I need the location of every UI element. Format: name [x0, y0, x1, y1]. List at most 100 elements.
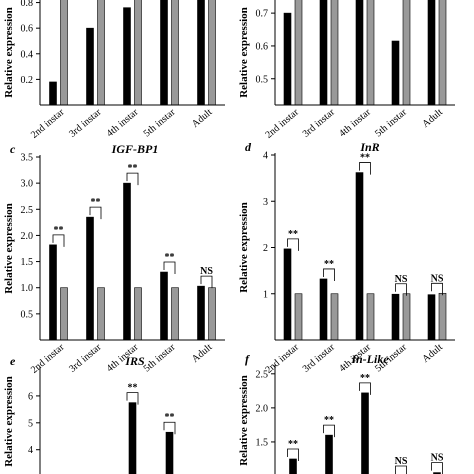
y-axis-label: Relative expression [238, 7, 250, 98]
bar [123, 7, 131, 105]
bar [391, 293, 400, 340]
y-axis-label: Relative expression [238, 375, 250, 466]
x-tick-label: Adult [420, 342, 445, 365]
bar [283, 12, 292, 105]
x-tick-label: 2nd instar [263, 106, 301, 140]
significance-bracket [163, 261, 176, 275]
significance-bracket [287, 238, 299, 251]
bar [438, 292, 447, 340]
bar [165, 431, 174, 474]
bar [330, 293, 339, 340]
y-tick-label: 4 [263, 151, 268, 162]
bar [366, 0, 375, 105]
panel-title: InR [359, 140, 379, 154]
y-tick-label: 6 [28, 391, 33, 402]
bar [391, 40, 400, 105]
panel: 4 5 6 Relative expression e IRS ** ** [3, 354, 176, 474]
x-tick-label: 5th instar [142, 106, 178, 139]
significance-bracket [89, 206, 102, 220]
y-tick-label: 0.5 [21, 309, 34, 320]
y-tick-label: 0.6 [256, 41, 269, 52]
y-tick-label: 2.0 [256, 403, 269, 414]
y-tick-label: 2 [263, 243, 268, 254]
x-tick-label: 4th instar [105, 106, 141, 139]
significance-bracket [52, 234, 65, 247]
significance-label: NS [395, 456, 408, 467]
y-tick-label: 0.6 [21, 24, 34, 35]
panel-letter: d [245, 140, 252, 154]
bar [330, 0, 339, 105]
y-tick-label: 0.8 [21, 0, 34, 9]
y-tick-label: 1.5 [21, 257, 34, 268]
significance-label: ** [324, 415, 334, 426]
bar [49, 81, 57, 105]
plot-area [49, 182, 216, 340]
y-tick-label: 3.5 [21, 153, 34, 164]
y-tick-label: 2.0 [21, 231, 34, 242]
bar [366, 293, 375, 340]
y-tick-label: 3.0 [21, 179, 34, 190]
bar [97, 0, 105, 105]
panel-letter: f [245, 352, 250, 366]
bar [294, 0, 303, 105]
y-tick-label: 2.5 [21, 205, 34, 216]
x-tick-label: 5th instar [142, 341, 178, 374]
bar [319, 0, 328, 105]
bar [427, 294, 436, 340]
x-tick-label: 5th instar [373, 106, 409, 139]
significance-bracket [126, 392, 139, 405]
plot-area [128, 402, 174, 474]
y-tick-label: 1.0 [21, 283, 34, 294]
significance-bracket [359, 162, 371, 175]
y-tick-label: 1.5 [256, 437, 269, 448]
significance-label: ** [288, 229, 298, 240]
x-tick-label: 3rd instar [301, 341, 338, 374]
bar [123, 182, 131, 340]
significance-label: NS [395, 274, 408, 285]
significance-bracket [395, 465, 407, 474]
x-tick-label: 2nd instar [29, 106, 67, 140]
significance-bracket [431, 282, 443, 296]
significance-label: NS [200, 266, 213, 277]
x-tick-label: Adult [190, 342, 215, 365]
bar [171, 287, 179, 340]
significance-bracket [163, 421, 176, 435]
y-tick-label: 1 [263, 289, 268, 300]
x-tick-label: 3rd instar [67, 106, 104, 139]
bar [160, 271, 168, 340]
x-tick-label: 3rd instar [301, 106, 338, 139]
x-tick-label: 3rd instar [67, 341, 104, 374]
bar [355, 172, 364, 340]
bar [294, 293, 303, 340]
bar [427, 0, 436, 105]
y-axis-label: Relative expression [3, 376, 15, 467]
significance-label: ** [165, 252, 175, 263]
significance-label: NS [431, 453, 444, 464]
plot-area [283, 172, 447, 340]
significance-label: ** [360, 153, 370, 164]
y-tick-label: 0.4 [21, 49, 34, 60]
x-tick-label: 2nd instar [263, 341, 301, 375]
bar [208, 0, 216, 105]
bar [97, 287, 105, 340]
plot-area [49, 0, 216, 105]
bar [283, 248, 292, 340]
panel: 0.5 0.6 0.7 Relative expression 2nd instar 3r… [238, 0, 455, 141]
y-tick-label: 5 [28, 418, 33, 429]
bar [325, 434, 333, 474]
bar [208, 287, 216, 340]
significance-bracket [359, 382, 371, 395]
panel: 1 2 3 4 Relative expression d InR 2nd instar ** 3… [238, 140, 455, 376]
bar [60, 287, 68, 340]
panel-letter: c [10, 142, 16, 156]
panel-title: IGF-BP1 [111, 142, 159, 156]
bar [128, 402, 137, 474]
plot-area [289, 392, 441, 474]
y-tick-label: 3 [263, 197, 268, 208]
significance-label: ** [128, 383, 138, 394]
plot-area [283, 0, 447, 105]
bar [171, 0, 179, 105]
y-tick-label: 0.5 [256, 74, 269, 85]
bar [361, 392, 369, 474]
panel-letter: e [10, 354, 16, 368]
